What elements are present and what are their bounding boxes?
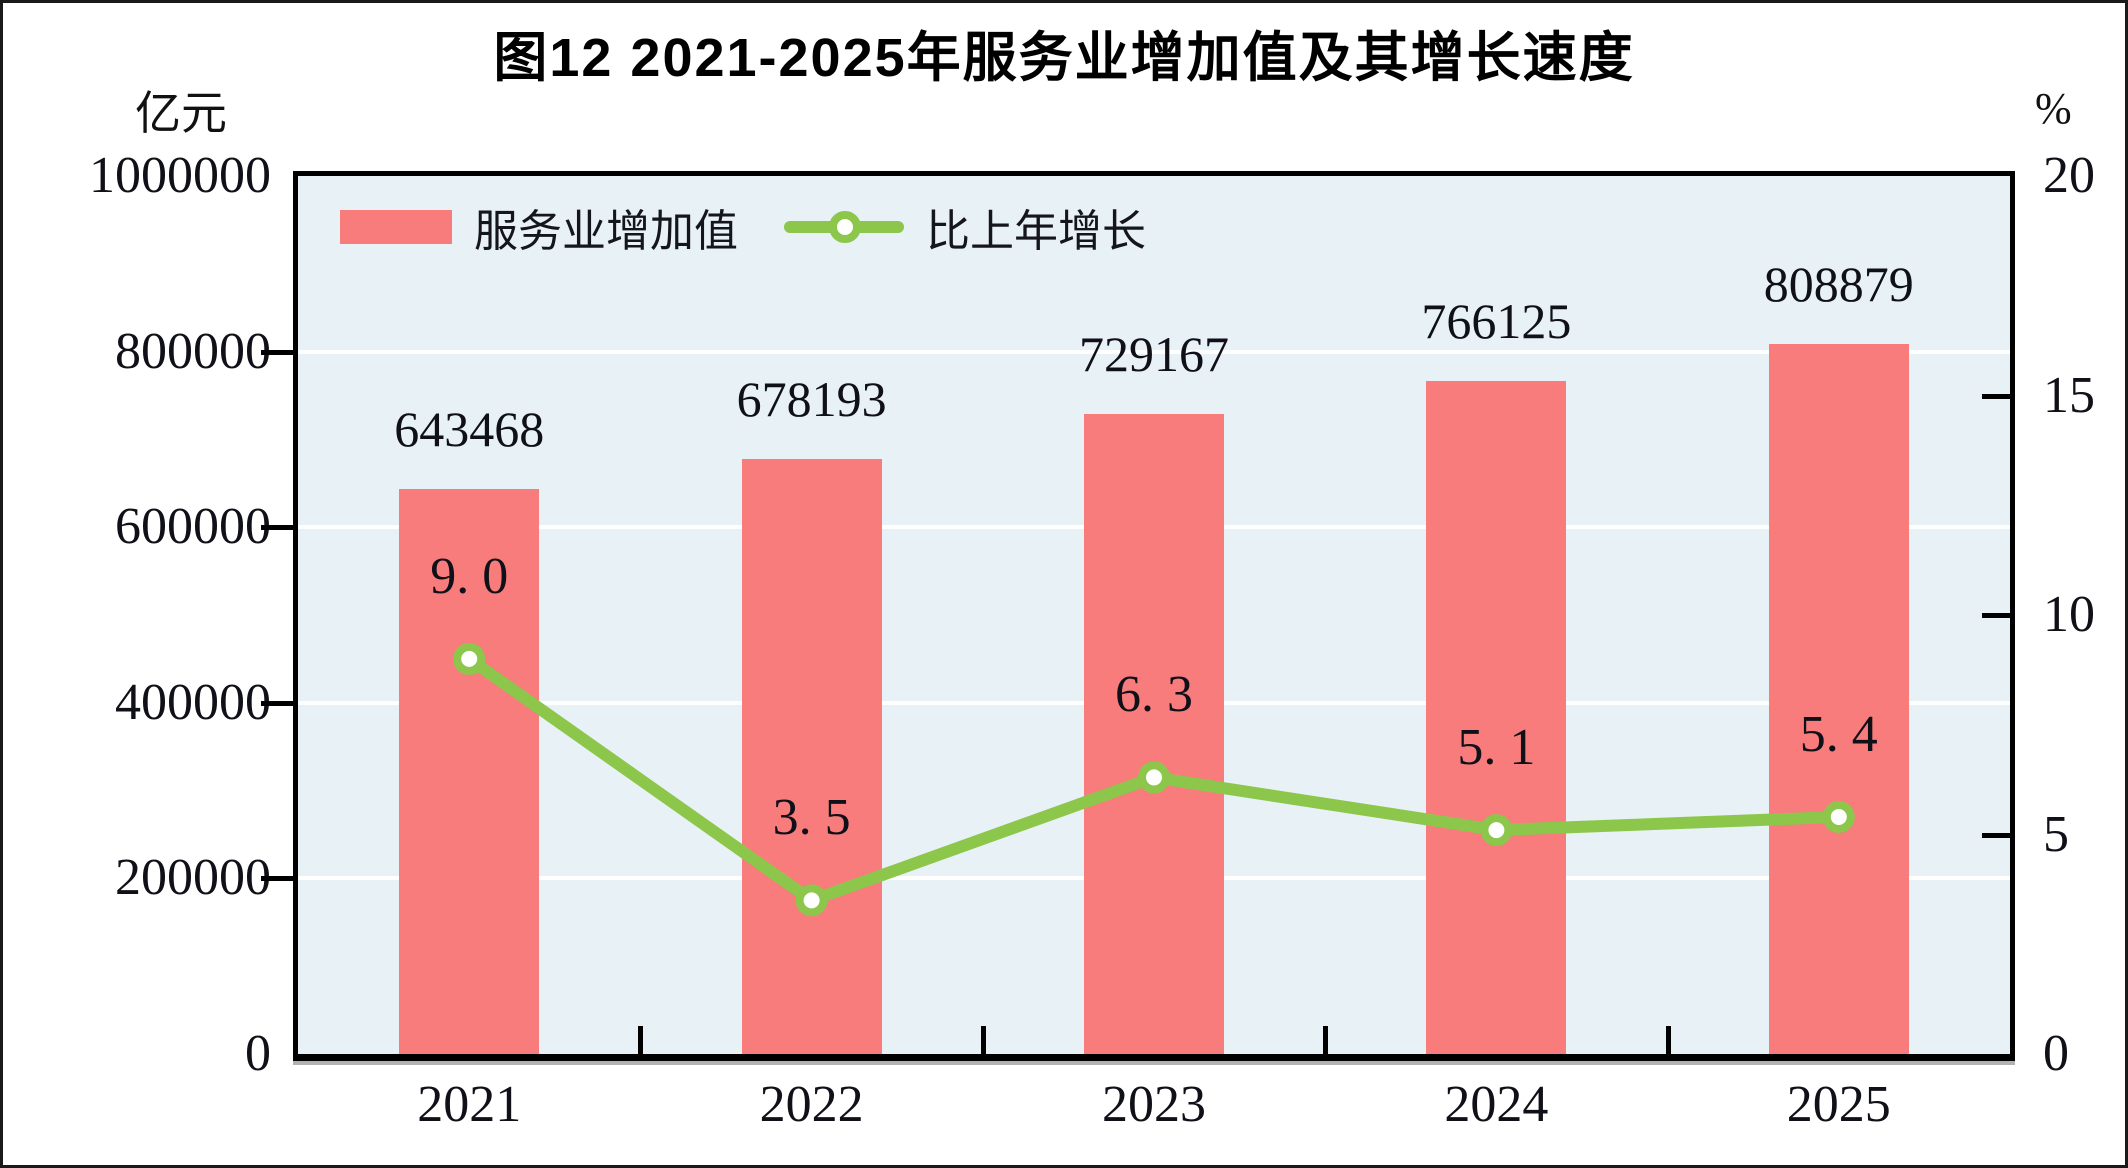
right-axis-unit-label: % <box>2035 84 2072 133</box>
bar-2025 <box>1768 343 1909 1054</box>
legend-line-swatch <box>784 211 904 243</box>
line-marker-2024 <box>1480 814 1513 847</box>
growth-value-label-2022: 3. 5 <box>772 789 851 847</box>
x-axis-tick-label-2021: 2021 <box>417 1076 522 1133</box>
left-axis-tick-label: 0 <box>245 1025 271 1082</box>
bar-2022 <box>741 458 882 1054</box>
growth-value-label-2021: 9. 0 <box>430 547 509 605</box>
chart-title: 图12 2021-2025年服务业增加值及其增长速度 <box>493 28 1635 88</box>
x-axis-tick-label-2025: 2025 <box>1786 1076 1891 1133</box>
left-axis-tick-label: 200000 <box>115 849 271 907</box>
bar-2021 <box>399 489 540 1054</box>
right-axis-tick-mark <box>1982 613 2010 618</box>
left-axis-unit-label: 亿元 <box>135 88 227 139</box>
plot-area: 643468 678193 729167 766125 808879 9. 0 3. 5 6.… <box>293 171 2015 1061</box>
gridline <box>298 349 2010 354</box>
legend-label-bar-series: 服务业增加值 <box>474 207 738 256</box>
bar-value-label-2021: 643468 <box>394 401 545 458</box>
line-marker-2023 <box>1138 761 1170 794</box>
bar-value-label-2025: 808879 <box>1763 255 1914 312</box>
right-axis-tick-label: 10 <box>2043 586 2095 643</box>
left-axis-tick-mark <box>261 525 293 531</box>
left-axis-tick-mark <box>261 876 293 882</box>
x-axis-tick-label-2022: 2022 <box>759 1076 864 1133</box>
left-axis-tick-label: 400000 <box>115 673 271 731</box>
left-axis-tick-label: 600000 <box>115 498 271 556</box>
bar-value-label-2022: 678193 <box>736 370 887 427</box>
left-axis-tick-label: 800000 <box>115 322 271 380</box>
bar-2024 <box>1426 381 1567 1054</box>
legend-bar-swatch <box>340 210 452 244</box>
left-axis-tick-label: 1000000 <box>89 147 271 204</box>
legend-label-line-series: 比上年增长 <box>926 207 1146 256</box>
right-axis-tick-label: 20 <box>2043 147 2095 204</box>
right-axis-tick-label: 5 <box>2043 805 2069 863</box>
plot-inner: 643468 678193 729167 766125 808879 9. 0 3. 5 6.… <box>298 176 2010 1054</box>
legend: 服务业增加值 比上年增长 <box>340 198 1146 256</box>
right-axis-tick-label: 15 <box>2043 366 2095 424</box>
legend-line-marker-icon <box>829 211 861 243</box>
growth-value-label-2025: 5. 4 <box>1799 705 1878 763</box>
left-axis-tick-mark <box>261 700 293 706</box>
x-axis-boundary-tick-mark <box>980 1026 986 1054</box>
right-axis-tick-mark <box>1982 832 2010 838</box>
growth-value-label-2023: 6. 3 <box>1115 666 1193 724</box>
x-axis-tick-label-2023: 2023 <box>1102 1076 1206 1133</box>
line-marker-2022 <box>795 884 828 917</box>
growth-line-layer <box>453 642 1855 917</box>
x-axis-boundary-tick-mark <box>1323 1026 1329 1054</box>
x-axis-tick-label-2024: 2024 <box>1444 1076 1549 1133</box>
growth-value-label-2024: 5. 1 <box>1457 719 1536 777</box>
x-axis-boundary-tick-mark <box>1665 1026 1671 1054</box>
x-axis-boundary-tick-mark <box>638 1026 644 1054</box>
bar-value-label-2024: 766125 <box>1421 293 1572 350</box>
line-marker-2025 <box>1822 800 1855 833</box>
left-axis-tick-mark <box>261 349 293 355</box>
right-axis-tick-label: 0 <box>2043 1025 2069 1082</box>
right-axis-tick-mark <box>1982 393 2010 399</box>
bar-value-label-2023: 729167 <box>1079 325 1229 382</box>
line-marker-2021 <box>453 642 486 675</box>
bar-2023 <box>1084 413 1224 1054</box>
